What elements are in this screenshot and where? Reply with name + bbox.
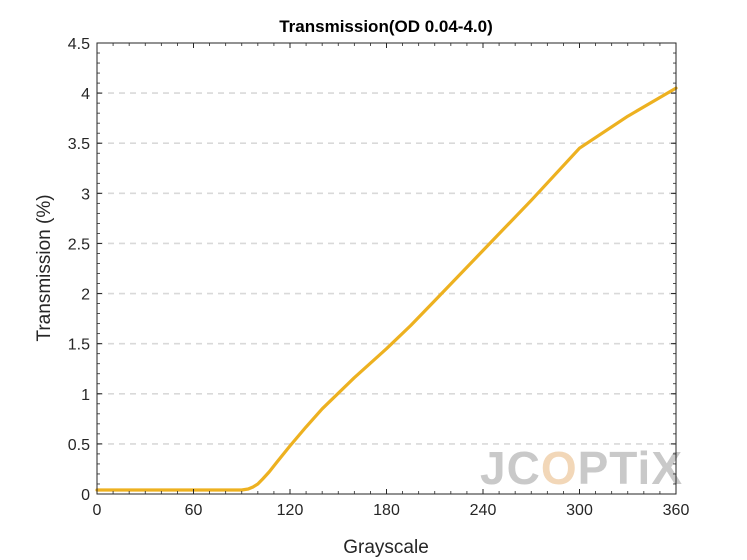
x-tick-label: 360 (663, 502, 690, 519)
y-tick-label: 3.5 (68, 136, 90, 153)
series-line (95, 86, 678, 492)
y-axis-label: Transmission (%) (34, 194, 55, 341)
y-tick-label: 3 (81, 186, 90, 203)
y-tick-label: 2 (81, 287, 90, 304)
plot-area-frame (96, 42, 677, 495)
axis-ticks: 0 0.5 1 1.5 2 2.5 3 3.5 4 4.5 0 60 120 180 240 300 360 (68, 36, 690, 519)
y-tick-label: 0 (81, 487, 90, 504)
jcoptix-watermark: JCOPTiX (480, 442, 683, 494)
grid-lines (97, 92, 676, 445)
x-tick-label: 120 (277, 502, 304, 519)
x-tick-label: 240 (470, 502, 497, 519)
x-tick-label: 300 (566, 502, 593, 519)
chart-title: Transmission(OD 0.04-4.0) (279, 17, 493, 36)
y-tick-label: 1 (81, 387, 90, 404)
x-tick-label: 0 (93, 502, 102, 519)
x-tick-label: 180 (373, 502, 400, 519)
y-tick-label: 1.5 (68, 337, 90, 354)
x-axis-label: Grayscale (343, 537, 429, 558)
series-layer (95, 86, 678, 492)
y-tick-label: 2.5 (68, 236, 90, 253)
y-tick-label: 4 (81, 86, 90, 103)
y-tick-label: 0.5 (68, 437, 90, 454)
x-tick-label: 60 (185, 502, 203, 519)
y-tick-label: 4.5 (68, 36, 90, 53)
